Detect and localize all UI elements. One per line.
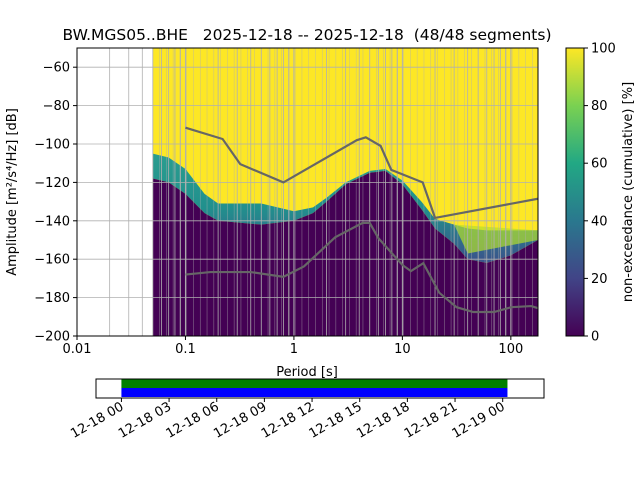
time-tick-label: 12-18 03 <box>116 399 174 441</box>
time-tick-label: 12-18 06 <box>164 399 222 441</box>
ppsd-axes <box>77 48 538 336</box>
time-tick-label: 12-18 00 <box>68 399 126 441</box>
time-tick-label: 12-18 12 <box>259 399 317 441</box>
y-tick-label: −200 <box>34 330 70 345</box>
x-axis-label: Period [s] <box>276 365 338 380</box>
y-tick-label: −160 <box>34 253 70 268</box>
timeline-frame <box>95 378 545 399</box>
x-tick-label: 10 <box>394 342 411 357</box>
time-tick-label: 12-18 15 <box>307 399 365 441</box>
y-tick-label: −180 <box>34 291 70 306</box>
x-tick-label: 0.1 <box>175 342 196 357</box>
x-tick-label: 0.01 <box>63 342 92 357</box>
coverage-bar-top <box>121 379 508 388</box>
colorbar-tick-label: 60 <box>591 157 608 172</box>
y-tick-label: −140 <box>34 214 70 229</box>
density-long-period-patch <box>454 224 538 254</box>
coverage-bar-bottom <box>121 388 508 397</box>
colorbar-tick-label: 20 <box>591 272 608 287</box>
colorbar-ticks: 0 20 40 60 80 100 <box>584 42 616 345</box>
x-tick-label: 1 <box>290 342 298 357</box>
time-tick-label: 12-18 18 <box>354 399 412 441</box>
nlnm-line <box>185 221 538 314</box>
y-tick-label: −120 <box>34 176 70 191</box>
chart-title: BW.MGS05..BHE 2025-12-18 -- 2025-12-18 (… <box>62 26 551 44</box>
axis-ticks: 0.01 0.1 1 10 100 −60 −80 −100 −120 −140 −160 −180 −… <box>34 61 523 357</box>
time-tick-label: 12-18 21 <box>402 399 460 441</box>
colorbar-tick-label: 40 <box>591 214 608 229</box>
time-tick-label: 12-18 09 <box>211 399 269 441</box>
colorbar <box>565 47 585 337</box>
time-tick-label: 12-19 00 <box>450 399 508 441</box>
colorbar-tick-label: 100 <box>591 42 616 57</box>
colorbar-tick-label: 80 <box>591 99 608 114</box>
colorbar-tick-label: 0 <box>591 330 599 345</box>
density-transition-band <box>152 153 538 264</box>
y-axis-label: Amplitude [m²/s⁴/Hz] [dB] <box>5 108 20 276</box>
nhnm-line <box>185 126 538 220</box>
y-tick-label: −100 <box>34 138 70 153</box>
axes-frame <box>76 47 539 337</box>
y-tick-label: −60 <box>43 61 70 76</box>
colorbar-label: non-exceedance (cumulative) [%] <box>621 82 636 302</box>
y-tick-label: −80 <box>43 99 70 114</box>
x-tick-label: 100 <box>498 342 523 357</box>
